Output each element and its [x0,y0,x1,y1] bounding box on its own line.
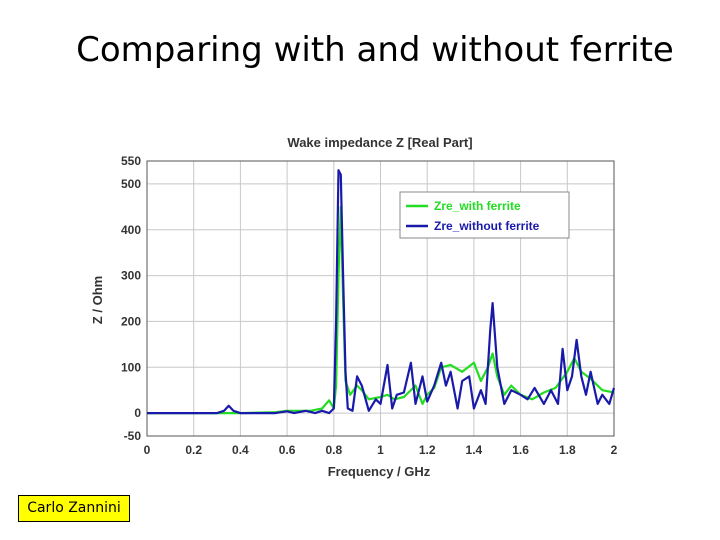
x-tick-label: 0.2 [185,443,202,457]
legend-label: Zre_without ferrite [434,219,540,233]
y-tick-label: 200 [121,314,141,328]
y-tick-label: -50 [124,429,142,443]
y-tick-label: 0 [134,406,141,420]
series-line-without-ferrite [147,169,616,415]
y-tick-label: 300 [121,269,141,283]
series-line-with-ferrite [147,205,615,415]
x-tick-label: 0.4 [232,443,249,457]
slide-title: Comparing with and without ferrite [76,30,674,70]
y-tick-label: 550 [121,154,141,168]
legend-box [399,191,570,239]
impedance-chart: Wake impedance Z [Real Part] 0 0.2 0.4 0.6 0… [90,135,618,479]
x-tick-label: 0 [144,443,151,457]
x-tick-label: 1.4 [466,443,483,457]
x-tick-label: 1 [377,443,384,457]
y-axis-label: Z / Ohm [90,276,105,324]
y-tick-label: 500 [121,177,141,191]
x-tick-label: 0.8 [325,443,342,457]
x-tick-label: 0.6 [279,443,296,457]
plot-frame [146,160,615,437]
x-tick-label: 1.2 [419,443,436,457]
x-tick-label: 1.8 [559,443,576,457]
y-tick-label: 100 [121,360,141,374]
y-tick-label: 400 [121,223,141,237]
x-axis-label: Frequency / GHz [328,464,431,479]
chart-title: Wake impedance Z [Real Part] [287,135,472,150]
author-label: Carlo Zannini [18,495,130,522]
x-tick-label: 1.6 [512,443,529,457]
chart-legend: Zre_with ferrite Zre_without ferrite [399,191,570,239]
tick-layer: 0 0.2 0.4 0.6 0.8 1 1.2 1.4 1.6 1.8 2-500100200300… [121,154,618,457]
x-tick-label: 2 [611,443,618,457]
legend-label: Zre_with ferrite [434,199,521,213]
series-layer [147,169,616,415]
